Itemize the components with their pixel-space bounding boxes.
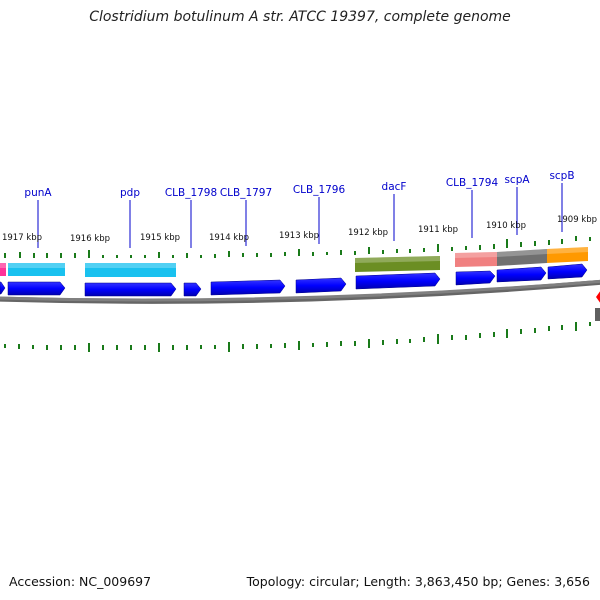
cds-arrow bbox=[547, 263, 588, 280]
cds-arrow bbox=[0, 281, 6, 295]
scpA-feature-highlight bbox=[497, 249, 547, 257]
genome-backbone bbox=[0, 279, 600, 302]
position-label: 1913 kbp bbox=[279, 231, 319, 241]
pdp-feature bbox=[85, 263, 176, 277]
gene-label: punA bbox=[24, 187, 52, 199]
scpA-feature bbox=[497, 249, 547, 266]
punA-feature bbox=[8, 263, 65, 276]
cds-arrow bbox=[455, 270, 496, 286]
pink-feature-highlight bbox=[0, 263, 6, 268]
gene-label: pdp bbox=[120, 187, 140, 199]
position-label: 1912 kbp bbox=[348, 228, 388, 238]
cds-arrow bbox=[84, 282, 177, 297]
accession-text: Accession: NC_009697 bbox=[9, 574, 152, 589]
red-marker bbox=[596, 291, 600, 303]
dacF-feature bbox=[355, 256, 440, 272]
cds-arrow bbox=[210, 279, 286, 296]
gene-label: scpB bbox=[549, 170, 574, 182]
pdp-feature-highlight bbox=[85, 263, 176, 268]
gene-label: dacF bbox=[382, 181, 407, 193]
gene-label: scpA bbox=[504, 174, 530, 186]
cds-arrow bbox=[496, 266, 547, 283]
punA-feature-highlight bbox=[8, 263, 65, 268]
cds-arrow bbox=[295, 277, 347, 294]
gene-label: CLB_1794 bbox=[446, 177, 499, 189]
cds-arrow bbox=[183, 282, 202, 297]
cds-arrow bbox=[355, 272, 441, 290]
scpB-feature bbox=[547, 247, 588, 263]
map-title: Clostridium botulinum A str. ATCC 19397,… bbox=[89, 9, 511, 25]
position-label: 1909 kbp bbox=[557, 215, 597, 225]
position-label: 1911 kbp bbox=[418, 225, 458, 235]
pink-feature bbox=[0, 263, 6, 276]
gene-label: CLB_1797 bbox=[220, 187, 272, 199]
genome-summary-text: Topology: circular; Length: 3,863,450 bp… bbox=[246, 574, 590, 589]
position-label: 1916 kbp bbox=[70, 234, 110, 244]
CLB_1794-feature bbox=[455, 252, 497, 267]
CLB_1794-feature-highlight bbox=[455, 252, 497, 258]
position-label: 1917 kbp bbox=[2, 233, 42, 243]
gray-marker bbox=[595, 308, 600, 321]
position-label: 1915 kbp bbox=[140, 233, 180, 243]
position-label: 1910 kbp bbox=[486, 221, 526, 231]
cds-arrow bbox=[7, 281, 66, 296]
gene-label: CLB_1796 bbox=[293, 184, 346, 196]
position-label: 1914 kbp bbox=[209, 233, 249, 243]
scpB-feature-highlight bbox=[547, 247, 588, 254]
dacF-feature-highlight bbox=[355, 256, 440, 263]
gene-label: CLB_1798 bbox=[165, 187, 217, 199]
